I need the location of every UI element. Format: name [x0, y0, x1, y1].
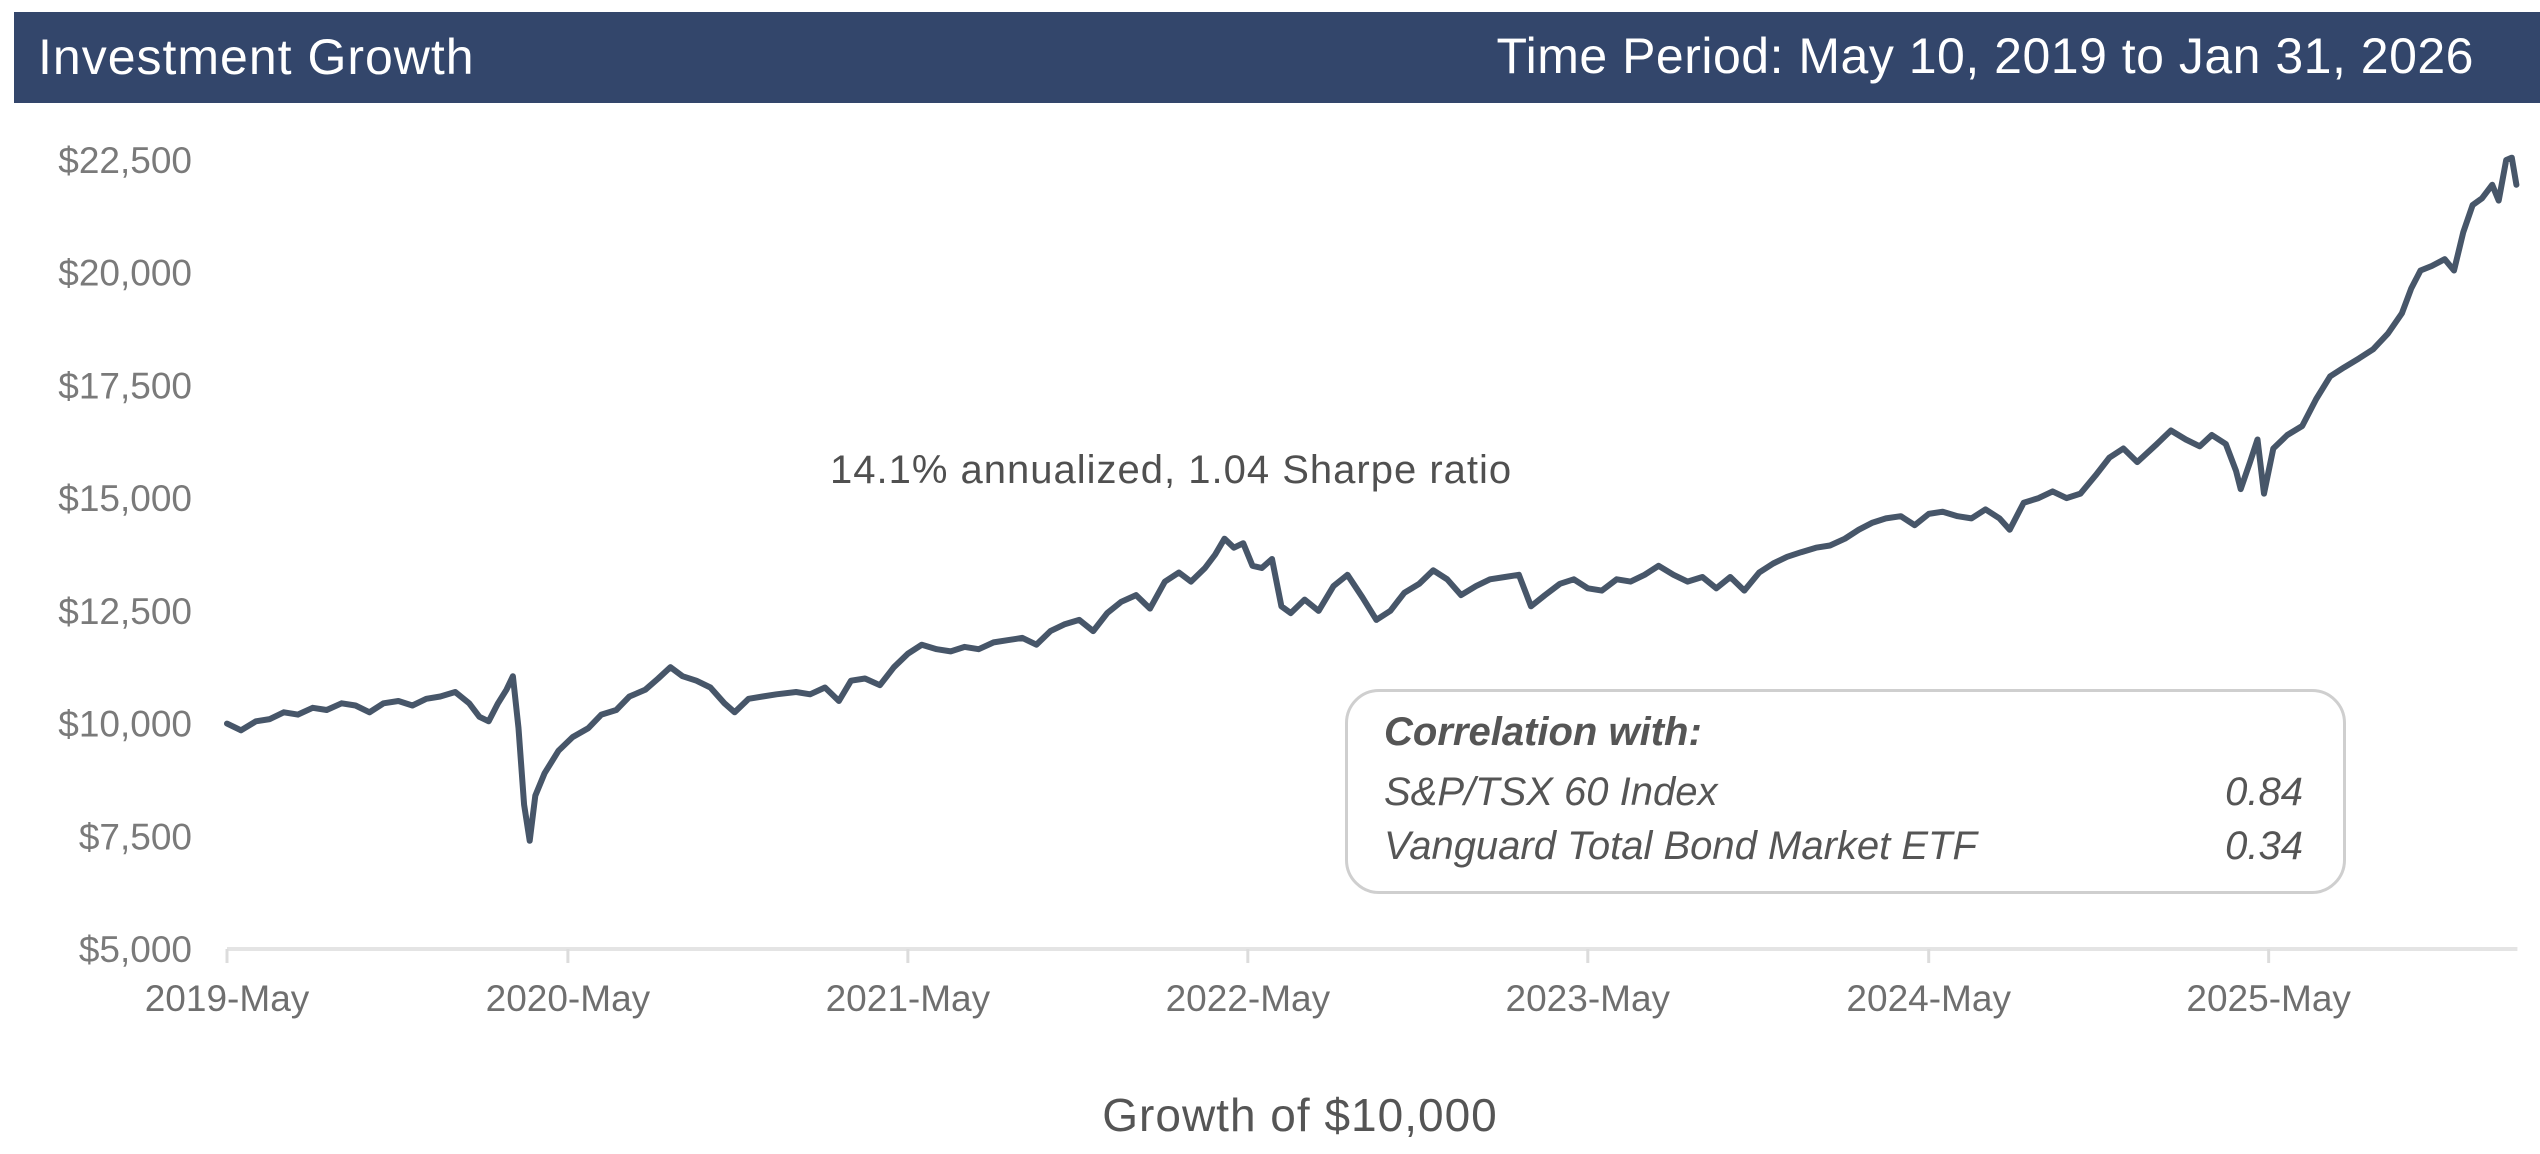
x-tick-label: 2024-May	[1846, 978, 2011, 1019]
correlation-value: 0.34	[2225, 824, 2303, 868]
x-axis-ticks: 2019-May 2020-May 2021-May 2022-May 2023-May…	[145, 949, 2351, 1019]
correlation-row: Vanguard Total Bond Market ETF 0.34	[1384, 824, 2303, 876]
x-tick-label: 2019-May	[145, 978, 310, 1019]
correlation-benchmark-name: Vanguard Total Bond Market ETF	[1384, 824, 1977, 868]
correlation-value: 0.84	[2225, 770, 2303, 814]
x-tick-label: 2023-May	[1506, 978, 1671, 1019]
chart-title: Investment Growth	[38, 29, 475, 85]
y-tick-label: $5,000	[79, 929, 192, 970]
y-axis: $22,500 $20,000 $17,500 $15,000 $12,500 $10,0…	[58, 140, 192, 970]
y-tick-label: $12,500	[58, 591, 192, 632]
performance-annotation: 14.1% annualized, 1.04 Sharpe ratio	[830, 448, 1512, 492]
x-tick-label: 2022-May	[1166, 978, 1331, 1019]
chart-subtitle: Growth of $10,000	[1102, 1089, 1498, 1141]
chart-header: Investment Growth Time Period: May 10, 2…	[14, 12, 2540, 103]
y-tick-label: $7,500	[79, 816, 192, 857]
y-tick-label: $20,000	[58, 253, 192, 294]
series-line-growth	[224, 154, 2520, 844]
x-tick-label: 2025-May	[2186, 978, 2351, 1019]
x-tick-label: 2020-May	[486, 978, 651, 1019]
y-tick-label: $10,000	[58, 704, 192, 745]
y-tick-label: $17,500	[58, 365, 192, 406]
correlation-title: Correlation with:	[1384, 710, 1702, 754]
correlation-box: Correlation with: S&P/TSX 60 Index 0.84 …	[1345, 689, 2346, 894]
x-tick-label: 2021-May	[826, 978, 991, 1019]
time-period-label: Time Period: May 10, 2019 to Jan 31, 202…	[1496, 28, 2474, 84]
y-tick-label: $22,500	[58, 140, 192, 181]
correlation-benchmark-name: S&P/TSX 60 Index	[1384, 770, 1718, 814]
y-tick-label: $15,000	[58, 478, 192, 519]
correlation-row: S&P/TSX 60 Index 0.84	[1384, 770, 2303, 822]
